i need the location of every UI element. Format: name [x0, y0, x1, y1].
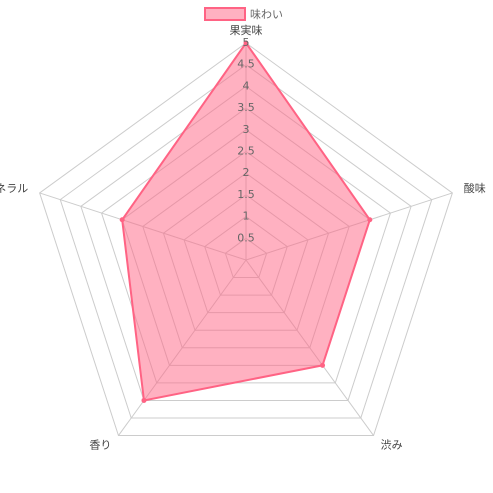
tick-label: 5: [243, 36, 250, 49]
grid-ring: [59, 64, 433, 419]
data-area: [121, 41, 371, 402]
legend-label: 味わい: [250, 8, 283, 21]
tick-label: 1: [243, 210, 250, 223]
grid-ring: [100, 107, 392, 384]
category-label: 酸味: [464, 181, 486, 195]
data-point: [119, 217, 125, 223]
category-label: 香り: [89, 438, 111, 451]
data-point: [367, 217, 373, 223]
category-label: 渋み: [381, 438, 403, 451]
tick-label: 4.5: [237, 58, 255, 71]
data-point: [243, 40, 249, 46]
legend-swatch: [204, 7, 246, 21]
tick-label: 2: [243, 166, 250, 179]
tick-label: 1.5: [237, 188, 255, 201]
category-label: ミネラル: [0, 182, 28, 195]
tick-label: 3.5: [237, 101, 255, 114]
grid-ring: [80, 85, 412, 401]
data-point: [320, 362, 326, 368]
tick-label: 4: [243, 79, 250, 92]
tick-label: 0.5: [237, 231, 255, 244]
category-label: 果実味: [230, 23, 263, 37]
tick-label: 2.5: [237, 145, 255, 158]
grid-ring: [39, 42, 453, 437]
data-point: [141, 397, 147, 403]
tick-label: 3: [243, 123, 250, 136]
